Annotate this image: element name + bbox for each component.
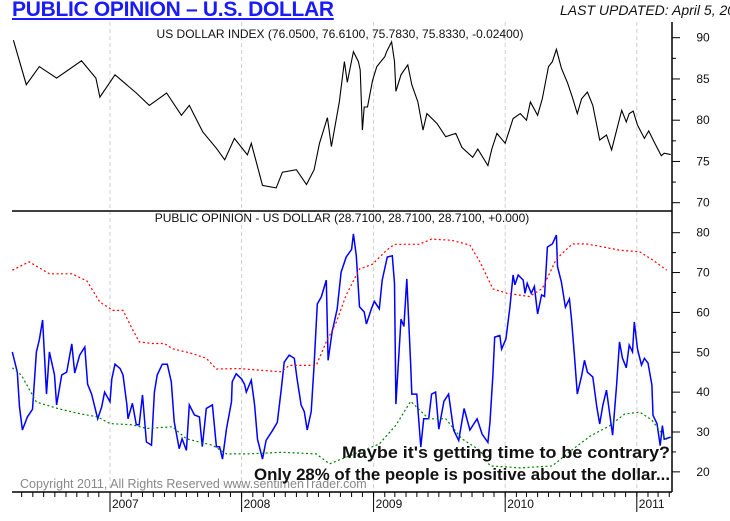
x-tick-label: 2009 xyxy=(376,497,403,511)
y-tick-label: 85 xyxy=(696,72,710,86)
page-title: PUBLIC OPINION – U.S. DOLLAR xyxy=(12,0,334,21)
y-tick-label: 75 xyxy=(696,154,710,168)
y-tick-label: 20 xyxy=(696,465,710,479)
year-gridlines xyxy=(109,22,638,492)
y-tick-label: 80 xyxy=(696,113,710,127)
annotation-line-2: Only 28% of the people is positive about… xyxy=(254,465,670,484)
public-opinion-line xyxy=(11,233,671,460)
x-tick-label: 2007 xyxy=(112,497,139,511)
x-tick-label: 2008 xyxy=(244,497,271,511)
last-updated-label: LAST UPDATED: April 5, 20 xyxy=(560,2,730,18)
y-tick-label: 90 xyxy=(696,31,710,45)
top-panel-title: US DOLLAR INDEX (76.0500, 76.6100, 75.78… xyxy=(157,27,524,41)
axes-group: 2007 2008 2009 2010 2011 70 75 80 85 90 20 30 40 50 60… xyxy=(21,31,710,512)
y-tick-label: 70 xyxy=(696,196,710,210)
series-group xyxy=(11,40,671,469)
lower-band-line xyxy=(11,367,668,469)
copyright-text: Copyright 2011, All Rights Reserved www.… xyxy=(20,477,367,491)
annotation-line-1: Maybe it's getting time to be contrary? xyxy=(342,443,670,462)
x-tick-label: 2011 xyxy=(639,497,665,511)
upper-band-line xyxy=(12,238,668,373)
y-tick-label: 30 xyxy=(696,425,710,439)
y-tick-label: 80 xyxy=(696,226,710,240)
y-tick-label: 40 xyxy=(696,385,710,399)
bottom-panel-title: PUBLIC OPINION - US DOLLAR (28.7100, 28.… xyxy=(155,211,530,225)
y-tick-label: 50 xyxy=(696,345,710,359)
us-dollar-index-line xyxy=(12,40,671,189)
x-tick-label: 2010 xyxy=(507,497,534,511)
y-tick-label: 60 xyxy=(696,305,710,319)
y-tick-label: 70 xyxy=(696,266,710,280)
